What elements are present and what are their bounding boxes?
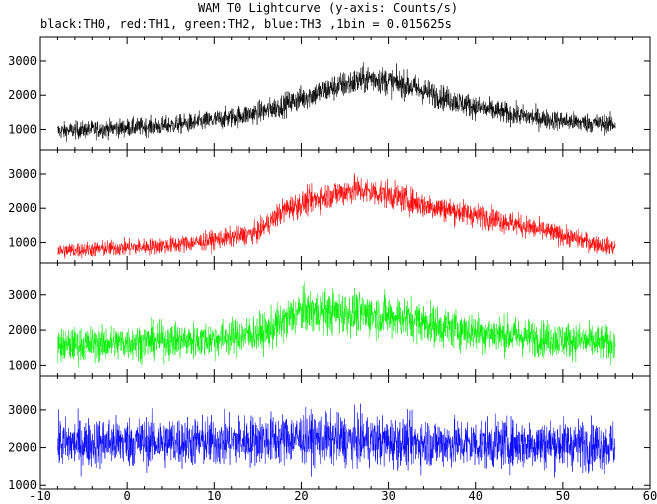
y-tick-label: 2000 [8, 323, 37, 337]
y-tick-label: 2000 [8, 441, 37, 455]
panel-th3: 1000 2000 3000 [8, 375, 651, 492]
panel-th0: 1000 2000 3000 [8, 36, 651, 151]
figure-title: WAM T0 Lightcurve (y-axis: Counts/s) [198, 1, 458, 15]
x-tick-label: 60 [643, 489, 657, 503]
series-trace-th1 [57, 173, 616, 259]
y-tick-label: 3000 [8, 54, 37, 68]
panel-frame [39, 262, 651, 377]
x-tick-label: -10 [29, 489, 51, 503]
x-tick-label: 20 [294, 489, 308, 503]
x-tick-label: 10 [207, 489, 221, 503]
panels-group: 1000200030001000200030001000200030001000… [8, 36, 657, 503]
y-tick-label: 3000 [8, 167, 37, 181]
panel-th2: 1000 2000 3000 [8, 262, 651, 377]
panel-frame [39, 375, 651, 490]
series-trace-th0 [57, 62, 616, 143]
figure-subtitle: black:TH0, red:TH1, green:TH2, blue:TH3 … [40, 17, 452, 31]
x-axis-labels: -10 0 10 20 30 40 50 60 [29, 489, 657, 503]
series-trace-th2 [57, 281, 616, 368]
y-tick-label: 3000 [8, 403, 37, 417]
x-tick-label: 50 [556, 489, 570, 503]
y-tick-label: 1000 [8, 235, 37, 249]
x-tick-label: 30 [381, 489, 395, 503]
series-trace-th3 [57, 403, 616, 478]
panel-th1: 1000 2000 3000 [8, 149, 651, 264]
x-tick-label: 40 [468, 489, 482, 503]
y-tick-label: 1000 [8, 358, 37, 372]
y-tick-label: 2000 [8, 201, 37, 215]
y-tick-label: 1000 [8, 122, 37, 136]
y-tick-label: 3000 [8, 288, 37, 302]
x-tick-label: 0 [124, 489, 131, 503]
y-tick-label: 1000 [8, 478, 37, 492]
y-tick-label: 2000 [8, 88, 37, 102]
